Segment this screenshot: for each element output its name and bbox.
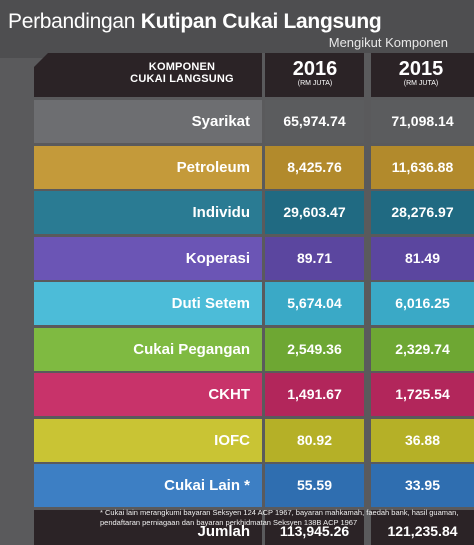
value-2016: 29,603.47 bbox=[265, 191, 364, 234]
title-light: Perbandingan bbox=[8, 10, 141, 33]
cell-gap bbox=[364, 191, 371, 234]
cell-gap bbox=[364, 464, 371, 507]
column-header-2015: 2015 (RM JUTA) bbox=[371, 58, 471, 88]
column-header-2016: 2016 (RM JUTA) bbox=[265, 58, 365, 88]
cell-gap bbox=[364, 100, 371, 143]
value-2016: 65,974.74 bbox=[265, 100, 364, 143]
value-2016: 89.71 bbox=[265, 236, 364, 280]
column-divider bbox=[364, 53, 371, 97]
table-row: CKHT 1,491.67 1,725.54 bbox=[34, 373, 474, 416]
value-2016: 55.59 bbox=[265, 464, 364, 507]
component-label: Koperasi bbox=[34, 236, 262, 280]
cell-gap bbox=[262, 327, 265, 371]
footnote: * Cukai lain merangkumi bayaran Seksyen … bbox=[100, 508, 459, 527]
cell-gap bbox=[364, 509, 371, 545]
component-label: Syarikat bbox=[34, 100, 262, 143]
cell-gap bbox=[262, 236, 265, 280]
value-2016: 2,549.36 bbox=[265, 327, 364, 371]
cell-gap bbox=[364, 327, 371, 371]
table-header: KOMPONEN CUKAI LANGSUNG 2016 (RM JUTA) 2… bbox=[34, 53, 474, 97]
component-label: Individu bbox=[34, 191, 262, 234]
component-label: Cukai Pegangan bbox=[34, 327, 262, 371]
table-row: Petroleum 8,425.76 11,636.88 bbox=[34, 145, 474, 189]
cell-gap bbox=[262, 100, 265, 143]
year-label: 2016 bbox=[292, 58, 338, 80]
table-row: Syarikat 65,974.74 71,098.14 bbox=[34, 100, 474, 143]
value-2015: 121,235.84 bbox=[371, 509, 474, 545]
value-2015: 81.49 bbox=[371, 236, 474, 280]
table-row: Cukai Pegangan 2,549.36 2,329.74 bbox=[34, 327, 474, 371]
table-row: Cukai Lain * 55.59 33.95 bbox=[34, 464, 474, 507]
cell-gap bbox=[262, 145, 265, 189]
column-header-component: KOMPONEN CUKAI LANGSUNG bbox=[104, 61, 260, 85]
cell-gap bbox=[364, 418, 371, 462]
value-2015: 33.95 bbox=[371, 464, 474, 507]
value-2016: 113,945.26 bbox=[265, 509, 364, 545]
value-2015: 11,636.88 bbox=[371, 145, 474, 189]
value-2015: 71,098.14 bbox=[371, 100, 474, 143]
unit-label: (RM JUTA) bbox=[403, 80, 439, 87]
value-2016: 8,425.76 bbox=[265, 145, 364, 189]
table-row: IOFC 80.92 36.88 bbox=[34, 418, 474, 462]
component-label: Duti Setem bbox=[34, 282, 262, 325]
value-2016: 5,674.04 bbox=[265, 282, 364, 325]
cell-gap bbox=[262, 418, 265, 462]
tax-table: KOMPONEN CUKAI LANGSUNG 2016 (RM JUTA) 2… bbox=[34, 53, 474, 545]
cell-gap bbox=[364, 373, 371, 416]
cell-gap bbox=[262, 191, 265, 234]
cell-gap bbox=[262, 282, 265, 325]
table-row: Individu 29,603.47 28,276.97 bbox=[34, 191, 474, 234]
cell-gap bbox=[262, 373, 265, 416]
column-divider bbox=[262, 53, 265, 97]
cell-gap bbox=[364, 282, 371, 325]
value-2015: 36.88 bbox=[371, 418, 474, 462]
component-label: CKHT bbox=[34, 373, 262, 416]
component-label: Petroleum bbox=[34, 145, 262, 189]
total-row: Jumlah 113,945.26 121,235.84 bbox=[34, 509, 474, 545]
value-2015: 1,725.54 bbox=[371, 373, 474, 416]
cell-gap bbox=[364, 236, 371, 280]
year-label: 2015 bbox=[398, 58, 444, 80]
unit-label: (RM JUTA) bbox=[297, 80, 333, 87]
cell-gap bbox=[262, 509, 265, 545]
cell-gap bbox=[262, 464, 265, 507]
page-title: Perbandingan Kutipan Cukai Langsung bbox=[8, 10, 382, 34]
total-label: Jumlah bbox=[34, 509, 262, 545]
component-label: Cukai Lain * bbox=[34, 464, 262, 507]
page-subtitle: Mengikut Komponen bbox=[328, 35, 448, 50]
value-2015: 2,329.74 bbox=[371, 327, 474, 371]
component-label: IOFC bbox=[34, 418, 262, 462]
value-2016: 1,491.67 bbox=[265, 373, 364, 416]
value-2016: 80.92 bbox=[265, 418, 364, 462]
cell-gap bbox=[364, 145, 371, 189]
value-2015: 28,276.97 bbox=[371, 191, 474, 234]
column-header-line2: CUKAI LANGSUNG bbox=[130, 73, 234, 85]
column-header-line1: KOMPONEN bbox=[148, 61, 216, 73]
value-2015: 6,016.25 bbox=[371, 282, 474, 325]
title-bold: Kutipan Cukai Langsung bbox=[140, 10, 382, 33]
table-row: Koperasi 89.71 81.49 bbox=[34, 236, 474, 280]
header-band bbox=[0, 0, 474, 58]
table-row: Duti Setem 5,674.04 6,016.25 bbox=[34, 282, 474, 325]
